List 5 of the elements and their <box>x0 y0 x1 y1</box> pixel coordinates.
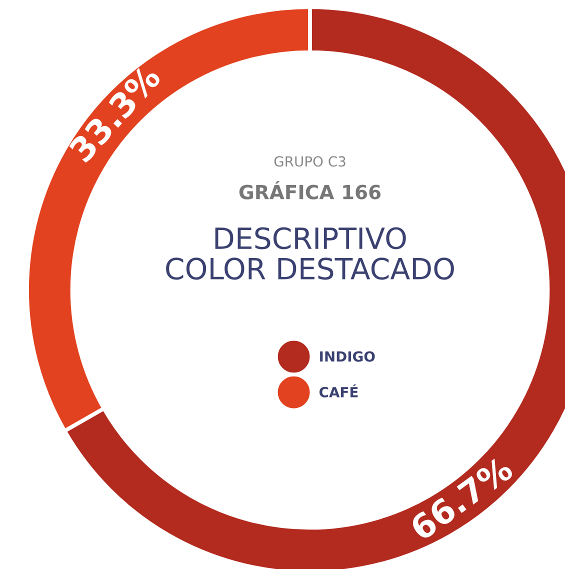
text: GRUPO C3 <box>274 156 346 167</box>
legend-label: CAFÉ <box>319 384 358 398</box>
text: DESCRIPTIVO COLOR DESTACADO <box>166 227 454 280</box>
legend-label: INDIGO <box>320 351 375 362</box>
text: GRÁFICA 166 <box>239 181 381 200</box>
